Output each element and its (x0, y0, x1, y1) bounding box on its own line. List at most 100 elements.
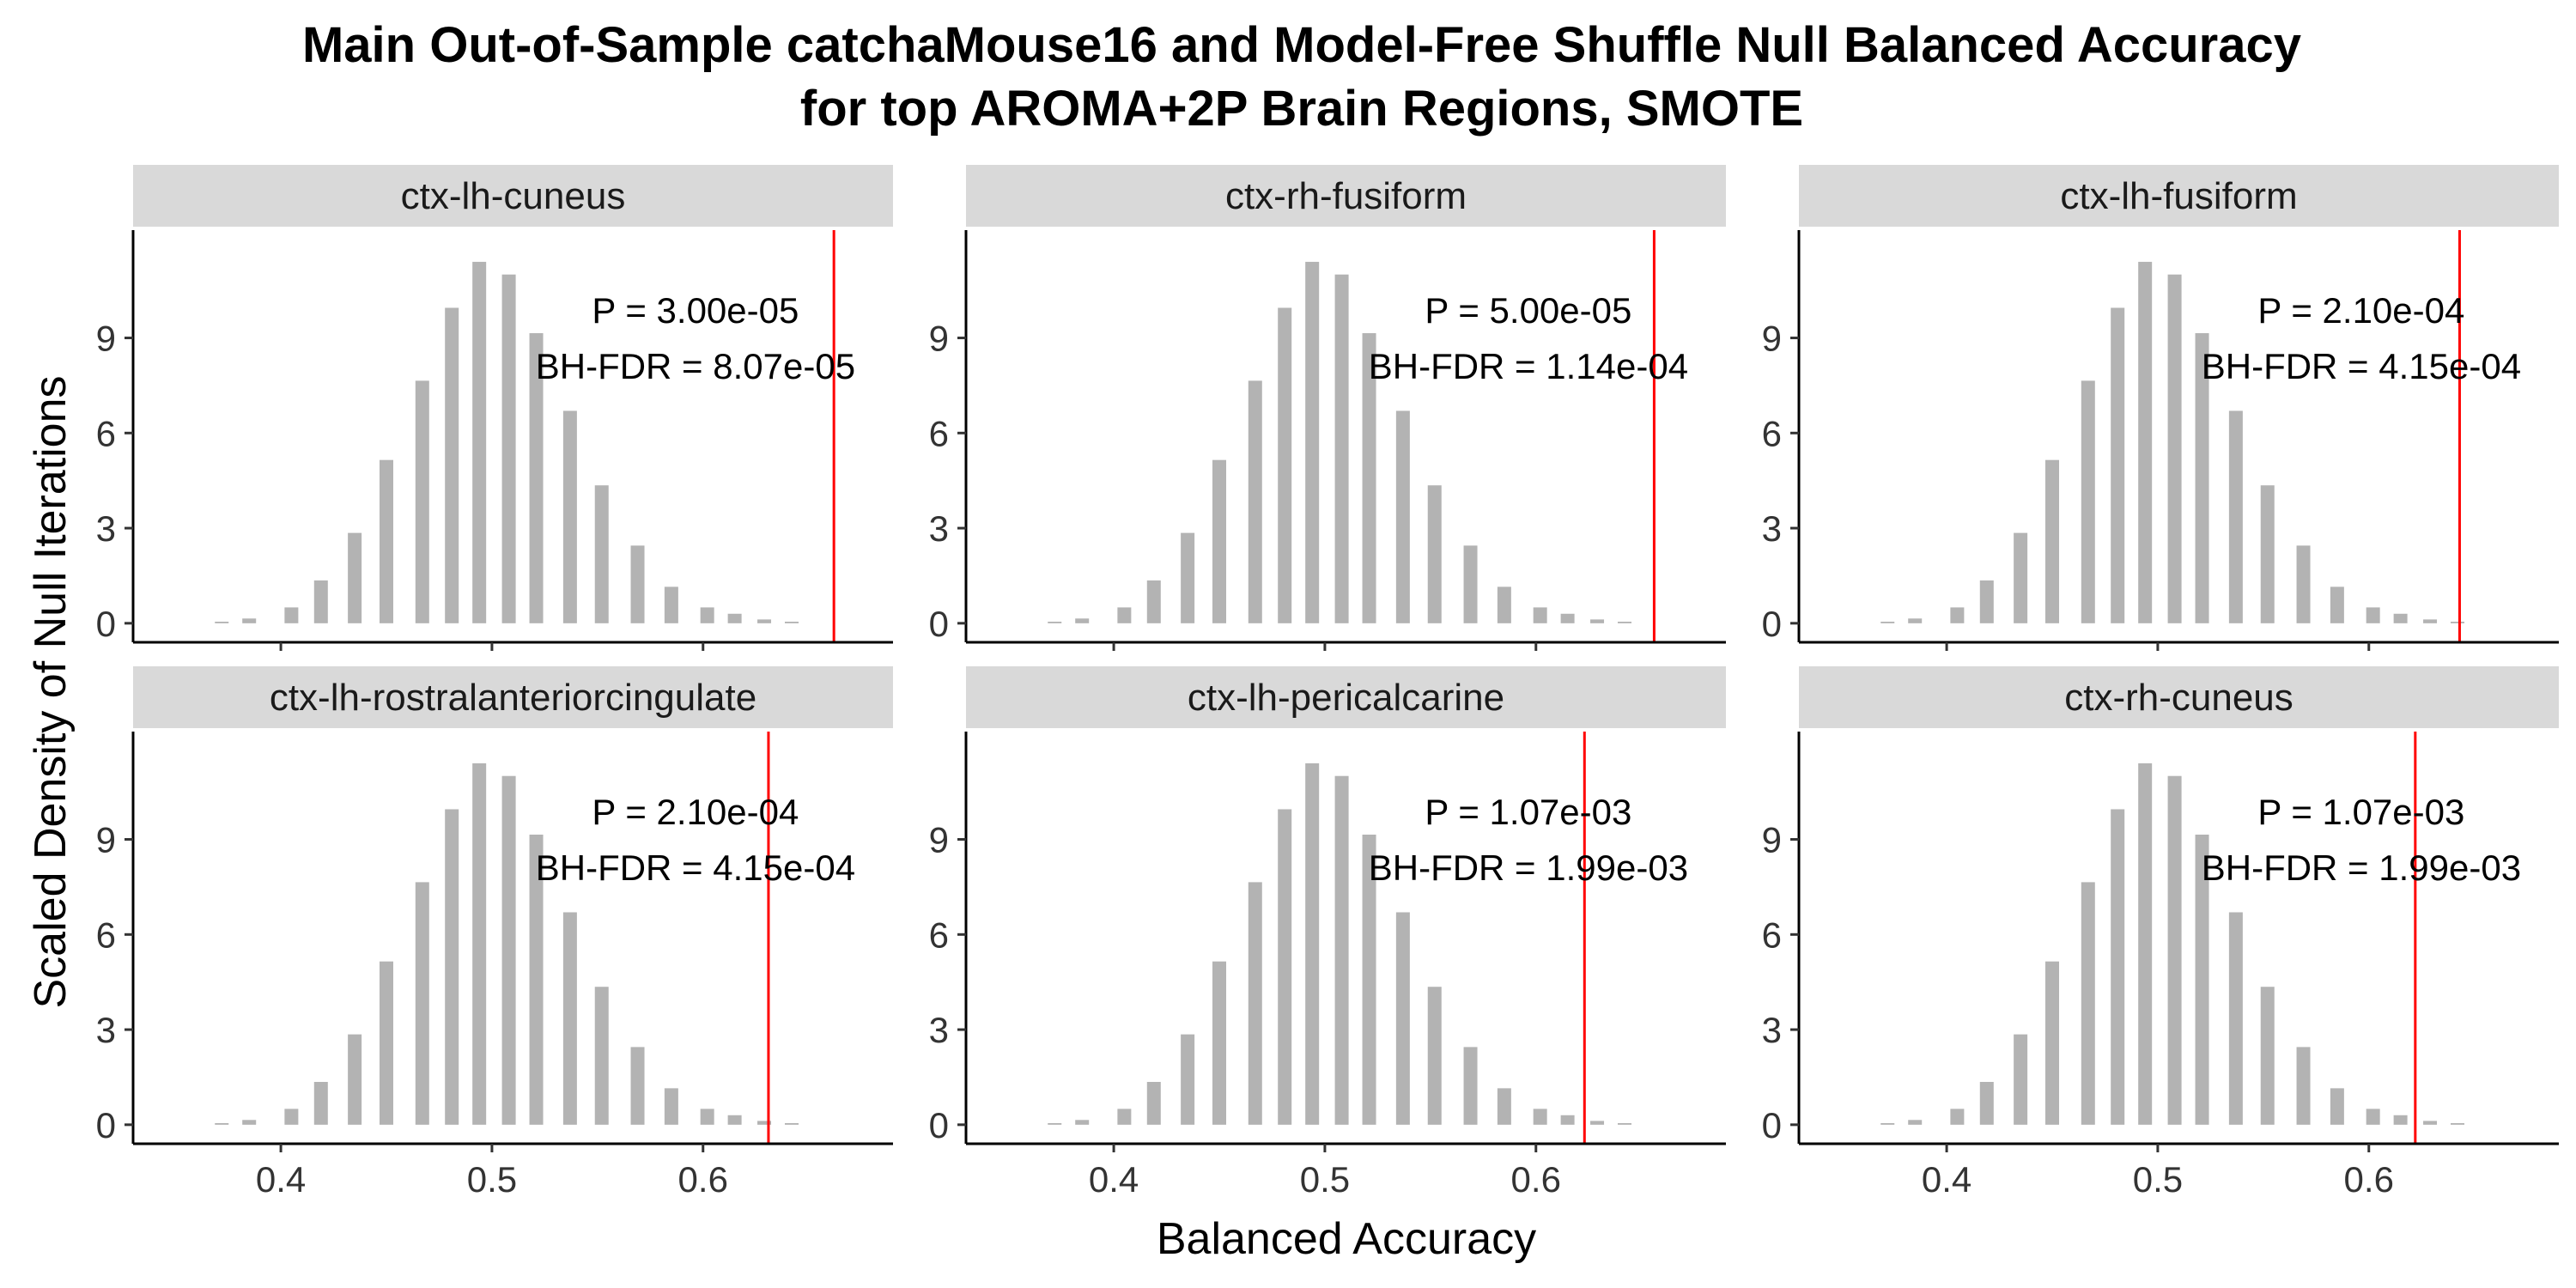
facet-strip-label: ctx-lh-cuneus (401, 175, 626, 217)
facet-strip-label: ctx-rh-fusiform (1225, 175, 1467, 217)
null-density-bar (1362, 835, 1376, 1125)
null-density-bar (1075, 1120, 1090, 1125)
null-density-bar (1497, 1088, 1511, 1125)
bh-fdr-label: BH-FDR = 8.07e-05 (536, 346, 855, 386)
null-density-bar (664, 586, 678, 623)
null-density-bar (445, 809, 459, 1125)
y-tick-label: 6 (929, 413, 949, 453)
y-tick-label: 9 (96, 319, 116, 359)
null-density-bar (562, 912, 577, 1125)
null-density-bar (2111, 809, 2125, 1125)
null-density-bar (1497, 586, 1511, 623)
y-tick-label: 3 (96, 508, 116, 549)
chart-subtitle: for top AROMA+2P Brain Regions, SMOTE (800, 81, 1803, 137)
y-tick-label: 9 (1762, 319, 1782, 359)
null-density-bar (2045, 961, 2059, 1125)
null-density-bar (630, 1047, 645, 1125)
null-density-bar (2393, 613, 2408, 623)
y-tick-label: 0 (929, 1105, 949, 1145)
bh-fdr-label: BH-FDR = 1.99e-03 (1369, 848, 1688, 888)
null-density-bar (445, 307, 459, 623)
p-value-label: P = 1.07e-03 (2257, 792, 2464, 832)
null-density-bar (1463, 545, 1478, 623)
y-tick-label: 3 (96, 1010, 116, 1050)
null-density-bar (1212, 961, 1226, 1125)
null-density-bar (2330, 586, 2344, 623)
facet-panel: ctx-lh-cuneus P = 3.00e-05 BH-FDR = 8.07e-… (96, 165, 893, 651)
null-density-bar (1880, 622, 1895, 623)
null-density-bar (2138, 762, 2153, 1125)
null-density-bar (2296, 545, 2311, 623)
chart-title: Main Out-of-Sample catchaMouse16 and Mod… (302, 17, 2301, 73)
bh-fdr-label: BH-FDR = 4.15e-04 (2202, 346, 2521, 386)
null-density-bar (501, 274, 516, 623)
null-density-bar (2167, 274, 2182, 623)
null-density-bar (284, 607, 299, 623)
x-tick-label: 0.6 (1511, 1159, 1561, 1200)
null-density-bar (2393, 1115, 2408, 1125)
y-tick-label: 9 (1762, 820, 1782, 860)
x-tick-label: 0.4 (1089, 1159, 1139, 1200)
facet-strip (1799, 165, 2559, 227)
y-tick-label: 6 (1762, 914, 1782, 955)
null-density-bar (472, 762, 487, 1125)
null-density-bar (594, 485, 609, 623)
y-tick-label: 6 (96, 914, 116, 955)
null-density-bar (2014, 532, 2028, 623)
null-density-bar (1427, 987, 1442, 1125)
null-density-bar (2167, 775, 2182, 1125)
null-density-bar (1181, 532, 1195, 623)
null-density-bar (1908, 1120, 1923, 1125)
null-density-bar (2423, 619, 2438, 623)
x-tick-label: 0.4 (1922, 1159, 1971, 1200)
facet-strip-label: ctx-lh-pericalcarine (1188, 677, 1504, 719)
facet-strip-label: ctx-lh-rostralanteriorcingulate (270, 677, 756, 719)
y-tick-label: 0 (929, 604, 949, 644)
y-tick-label: 3 (1762, 508, 1782, 549)
null-density-bar (348, 532, 362, 623)
facet-panel: ctx-lh-pericalcarine P = 1.07e-03 BH-FDR =… (929, 666, 1726, 1200)
x-tick-label: 0.4 (256, 1159, 306, 1200)
null-density-bar (1048, 1123, 1062, 1125)
null-density-bar (415, 380, 429, 623)
y-tick-label: 9 (96, 820, 116, 860)
null-density-bar (2228, 410, 2243, 623)
null-density-bar (1427, 485, 1442, 623)
null-density-bar (1590, 1121, 1605, 1125)
facet-panel: ctx-lh-rostralanteriorcingulate P = 2.10e… (96, 666, 893, 1200)
null-density-bar (1212, 459, 1226, 623)
null-density-bar (380, 459, 393, 623)
null-density-bar (1248, 882, 1262, 1125)
p-value-label: P = 1.07e-03 (1425, 792, 1631, 832)
y-tick-label: 0 (1762, 1105, 1782, 1145)
null-density-bar (1305, 261, 1320, 623)
null-density-bar (1533, 1109, 1547, 1125)
p-value-label: P = 2.10e-04 (592, 792, 799, 832)
null-density-bar (313, 580, 328, 623)
null-density-bar (215, 1123, 229, 1125)
null-density-bar (700, 607, 714, 623)
null-density-bar (215, 622, 229, 623)
null-density-bar (757, 619, 772, 623)
null-density-bar (2081, 882, 2095, 1125)
null-density-bar (1463, 1047, 1478, 1125)
null-density-bar (2138, 261, 2153, 623)
null-density-bar (1560, 1115, 1575, 1125)
null-density-bar (472, 261, 487, 623)
y-tick-label: 3 (929, 1010, 949, 1050)
x-tick-label: 0.5 (467, 1159, 517, 1200)
null-density-bar (2228, 912, 2243, 1125)
null-density-bar (630, 545, 645, 623)
facet-strip (966, 165, 1726, 227)
p-value-label: P = 3.00e-05 (592, 290, 799, 331)
null-density-bar (1362, 333, 1376, 623)
x-tick-label: 0.5 (1300, 1159, 1350, 1200)
null-density-bar (2296, 1047, 2311, 1125)
y-axis-title: Scaled Density of Null Iterations (26, 375, 76, 1008)
null-density-bar (529, 333, 544, 623)
null-density-bar (727, 613, 742, 623)
p-value-label: P = 2.10e-04 (2257, 290, 2464, 331)
x-axis-title: Balanced Accuracy (1157, 1214, 1536, 1264)
facet-panel: ctx-rh-cuneus P = 1.07e-03 BH-FDR = 1.99e-… (1762, 666, 2559, 1200)
